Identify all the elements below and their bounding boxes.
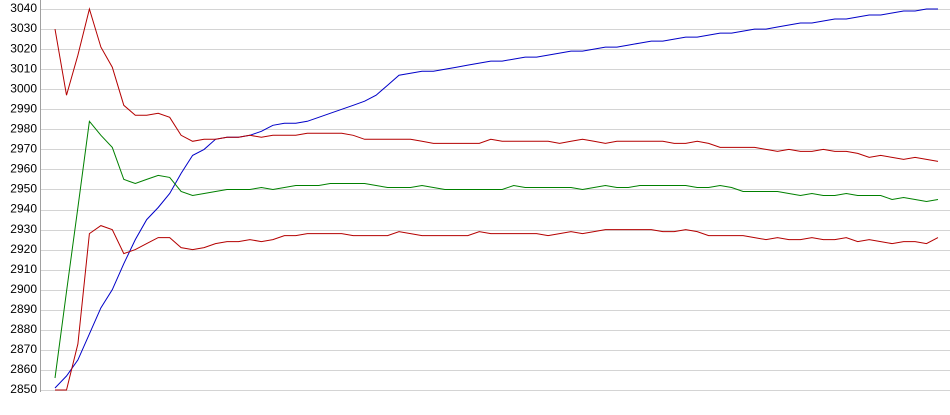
- y-tick-label: 2980: [10, 121, 37, 135]
- y-tick-label: 2870: [10, 342, 37, 356]
- y-tick-label: 2930: [10, 222, 37, 236]
- y-tick-label: 2950: [10, 182, 37, 196]
- series-line: [54, 8, 938, 389]
- y-tick-label: 3000: [10, 81, 37, 95]
- y-tick-label: 2990: [10, 101, 37, 115]
- y-tick-label: 3020: [10, 41, 37, 55]
- y-tick-label: 2850: [10, 382, 37, 396]
- y-tick-label: 2920: [10, 242, 37, 256]
- series-line: [54, 120, 939, 379]
- series-line: [55, 225, 939, 391]
- y-tick-label: 2970: [10, 142, 37, 156]
- y-tick-label: 3010: [10, 61, 37, 75]
- y-tick-label: 2960: [10, 162, 37, 176]
- y-tick-label: 2940: [10, 202, 37, 216]
- y-tick-label: 2910: [10, 262, 37, 276]
- y-tick-label: 2880: [10, 322, 37, 336]
- series-line: [54, 7, 939, 162]
- y-tick-label: 3040: [10, 1, 37, 15]
- y-tick-label: 2860: [10, 362, 37, 376]
- y-tick-label: 2900: [10, 282, 37, 296]
- y-tick-label: 2890: [10, 302, 37, 316]
- y-tick-label: 3030: [10, 21, 37, 35]
